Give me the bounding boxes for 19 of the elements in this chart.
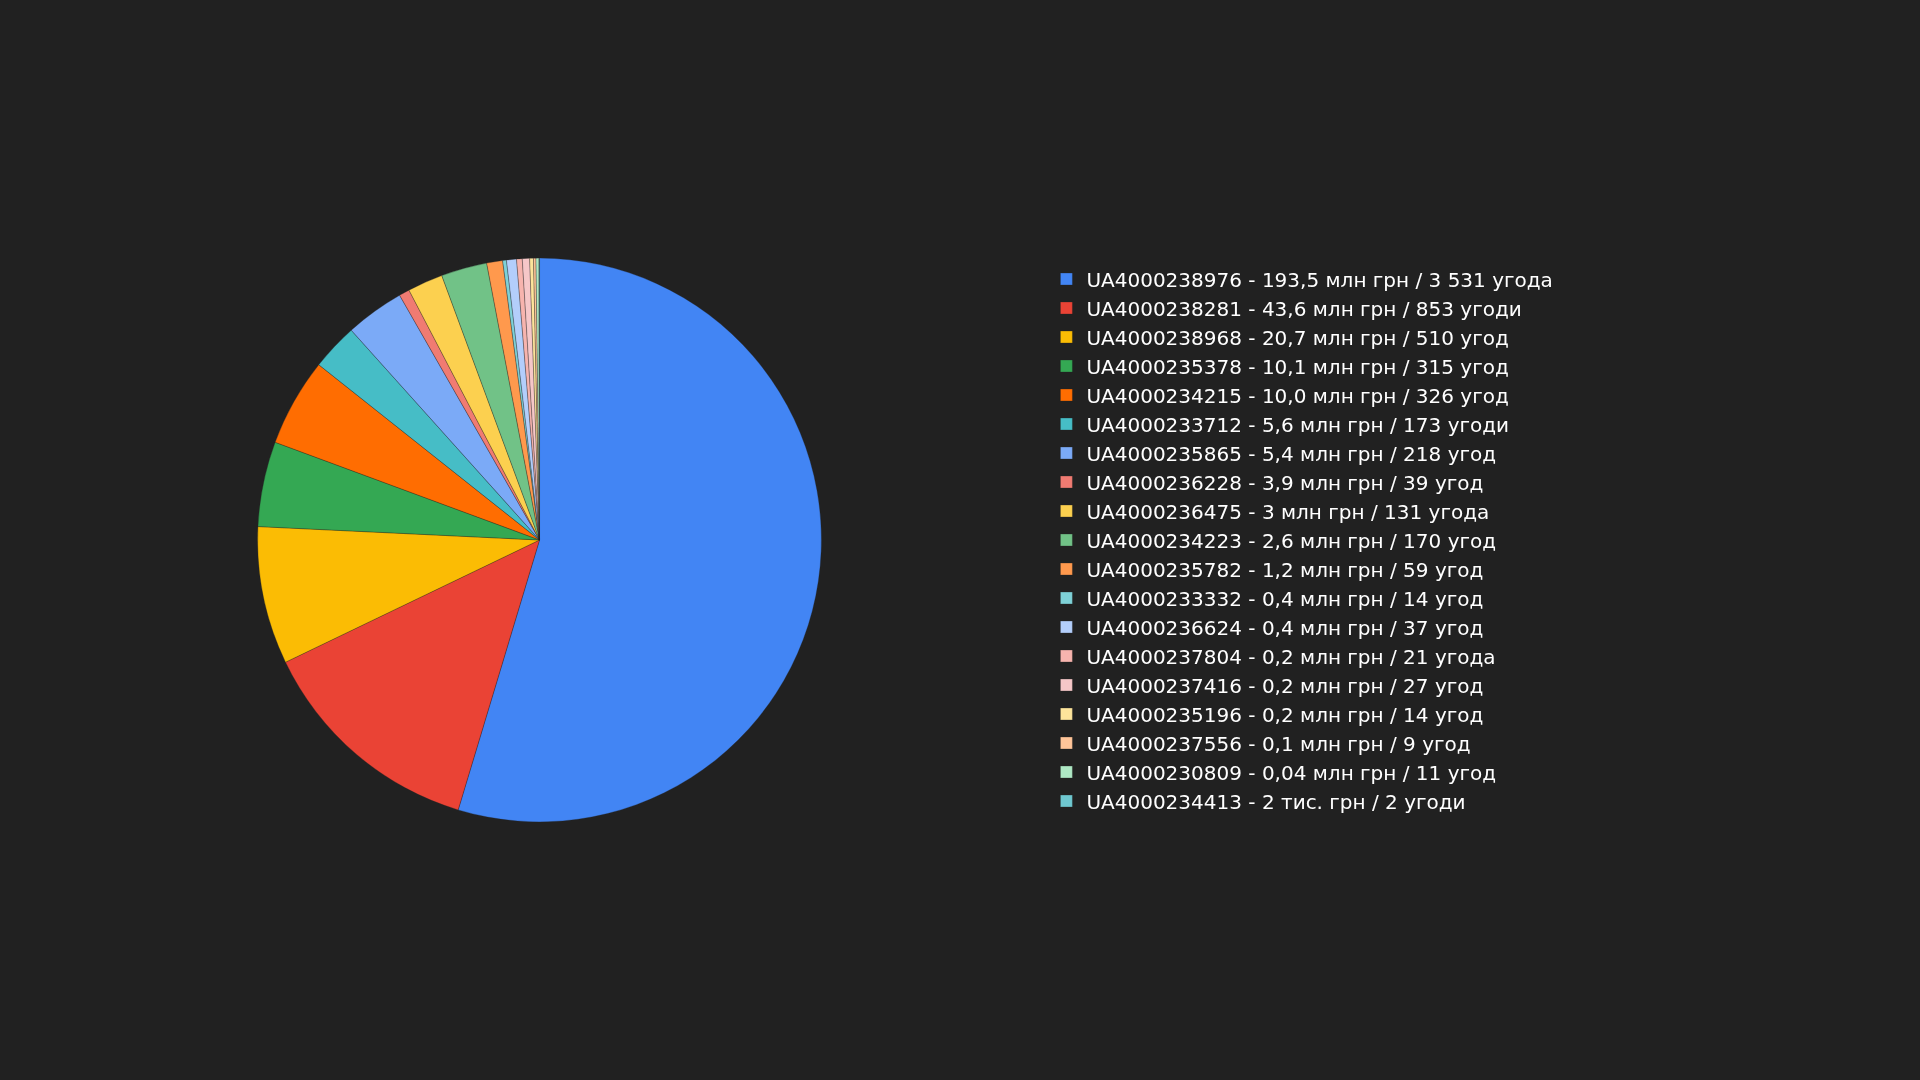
legend-label: UA4000238281 - 43,6 млн грн / 853 угоди (1086, 296, 1522, 321)
legend-label: UA4000233712 - 5,6 млн грн / 173 угоди (1086, 412, 1510, 437)
legend-label: UA4000234413 - 2 тис. грн / 2 угоди (1086, 789, 1466, 814)
legend-label: UA4000235782 - 1,2 млн грн / 59 угод (1086, 557, 1484, 582)
legend-label: UA4000238968 - 20,7 млн грн / 510 угод (1086, 325, 1509, 350)
legend-label: UA4000236624 - 0,4 млн грн / 37 угод (1086, 615, 1484, 640)
legend-label: UA4000235196 - 0,2 млн грн / 14 угод (1086, 702, 1484, 727)
legend-label: UA4000236228 - 3,9 млн грн / 39 угод (1086, 470, 1484, 495)
legend-label: UA4000235378 - 10,1 млн грн / 315 угод (1086, 354, 1509, 379)
legend-label: UA4000237416 - 0,2 млн грн / 27 угод (1086, 673, 1484, 698)
legend-label: UA4000235865 - 5,4 млн грн / 218 угод (1086, 441, 1497, 466)
legend-label: UA4000236475 - 3 млн грн / 131 угода (1086, 499, 1490, 524)
legend-label: UA4000230809 - 0,04 млн грн / 11 угод (1086, 760, 1497, 785)
legend-label: UA4000233332 - 0,4 млн грн / 14 угод (1086, 586, 1484, 611)
legend-label: UA4000234215 - 10,0 млн грн / 326 угод (1086, 383, 1509, 408)
legend-label: UA4000237556 - 0,1 млн грн / 9 угод (1086, 731, 1471, 756)
legend-label: UA4000238976 - 193,5 млн грн / 3 531 угода (1086, 267, 1553, 292)
legend-label: UA4000237804 - 0,2 млн грн / 21 угода (1086, 644, 1496, 669)
legend-label: UA4000234223 - 2,6 млн грн / 170 угод (1086, 528, 1497, 553)
